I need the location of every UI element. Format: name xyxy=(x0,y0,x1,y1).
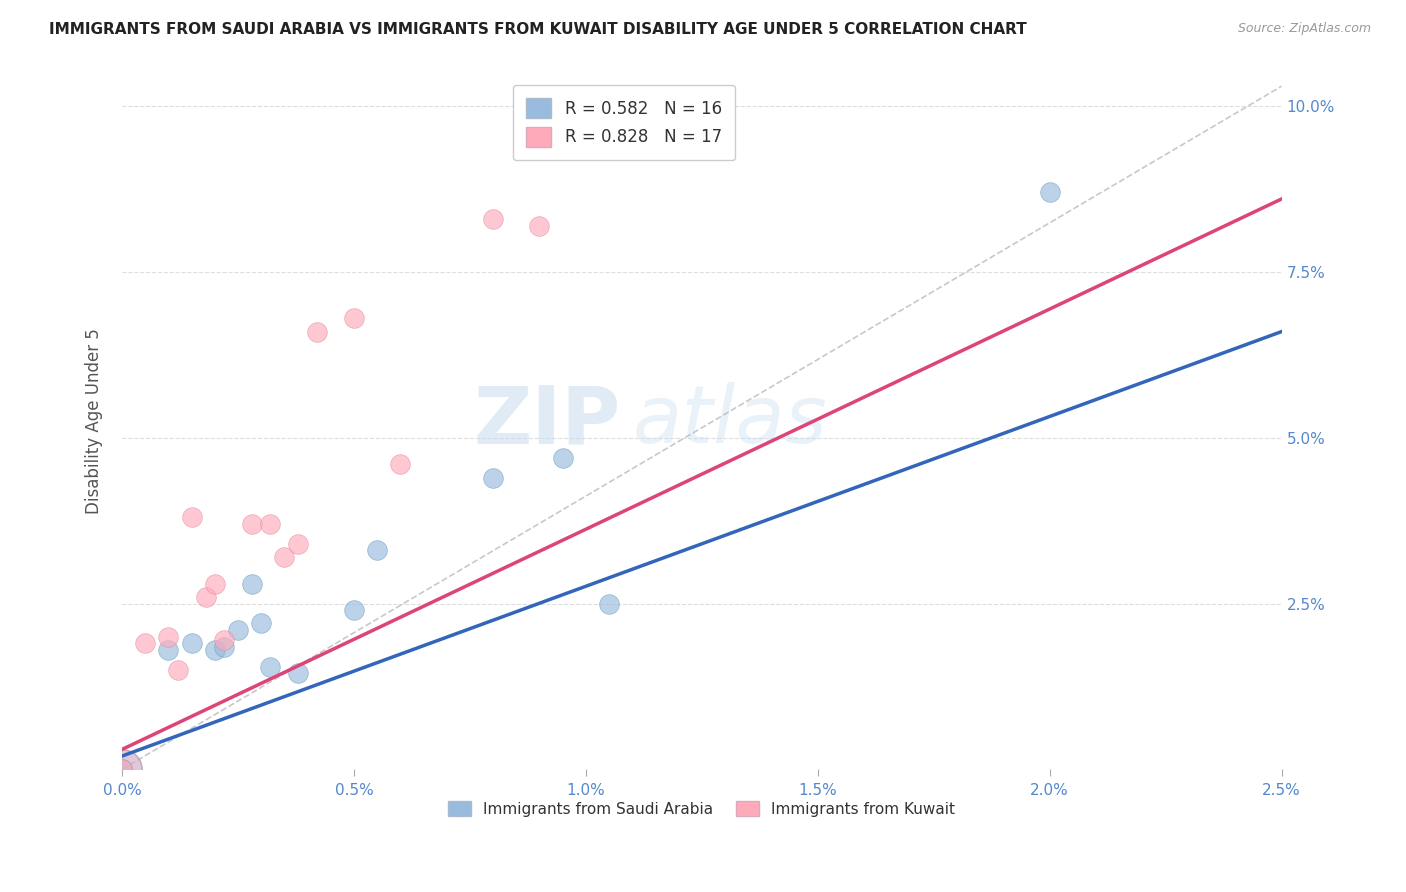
Point xyxy=(482,470,505,484)
Point xyxy=(166,663,188,677)
Text: ZIP: ZIP xyxy=(474,382,620,460)
Point xyxy=(134,636,156,650)
Point xyxy=(305,325,328,339)
Point xyxy=(343,603,366,617)
Point xyxy=(250,616,273,631)
Point xyxy=(226,623,249,637)
Point xyxy=(240,576,263,591)
Point xyxy=(180,636,202,650)
Y-axis label: Disability Age Under 5: Disability Age Under 5 xyxy=(86,328,103,514)
Point xyxy=(343,311,366,326)
Point xyxy=(204,576,226,591)
Point xyxy=(259,516,281,531)
Point xyxy=(389,457,412,471)
Point xyxy=(1039,186,1062,200)
Point xyxy=(482,211,505,226)
Point xyxy=(111,762,134,776)
Point xyxy=(204,643,226,657)
Point xyxy=(212,640,235,654)
Point xyxy=(598,597,620,611)
Text: Source: ZipAtlas.com: Source: ZipAtlas.com xyxy=(1237,22,1371,36)
Point xyxy=(111,762,134,776)
Point xyxy=(194,590,217,604)
Point xyxy=(180,510,202,524)
Point xyxy=(111,762,134,776)
Point xyxy=(240,516,263,531)
Point xyxy=(366,543,388,558)
Point xyxy=(259,659,281,673)
Text: IMMIGRANTS FROM SAUDI ARABIA VS IMMIGRANTS FROM KUWAIT DISABILITY AGE UNDER 5 CO: IMMIGRANTS FROM SAUDI ARABIA VS IMMIGRAN… xyxy=(49,22,1026,37)
Point xyxy=(273,550,295,565)
Point xyxy=(157,630,180,644)
Point xyxy=(551,450,574,465)
Point xyxy=(529,219,551,233)
Point xyxy=(212,632,235,647)
Text: atlas: atlas xyxy=(633,382,827,460)
Point xyxy=(287,666,309,681)
Point xyxy=(287,537,309,551)
Point xyxy=(111,762,134,776)
Legend: Immigrants from Saudi Arabia, Immigrants from Kuwait: Immigrants from Saudi Arabia, Immigrants… xyxy=(440,793,963,824)
Point xyxy=(157,643,180,657)
